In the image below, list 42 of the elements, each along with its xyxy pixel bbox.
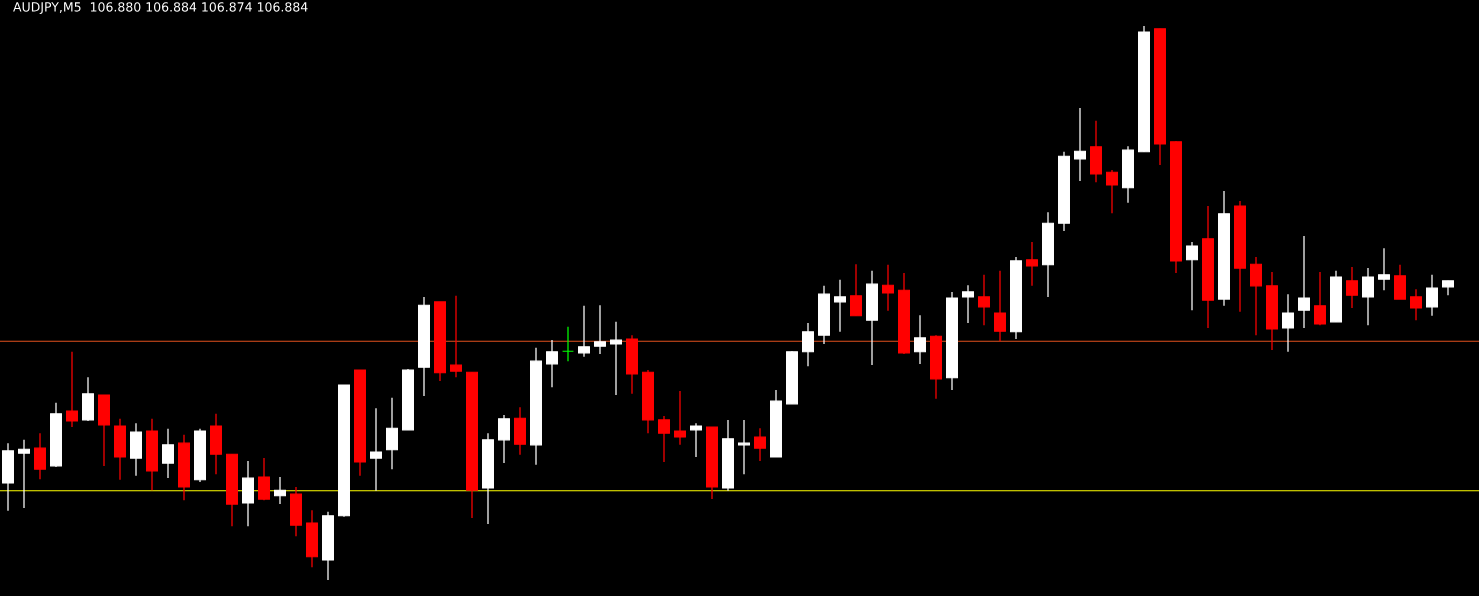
candlestick: [674, 390, 686, 446]
candlestick: [1106, 169, 1118, 214]
candlestick: [18, 439, 30, 509]
candlestick: [562, 326, 574, 362]
candlestick: [1346, 266, 1358, 309]
candlestick: [1362, 267, 1374, 326]
candlestick: [34, 432, 46, 480]
candlestick: [802, 322, 814, 367]
candlestick: [1186, 241, 1198, 311]
candlestick: [850, 263, 862, 317]
candlestick: [658, 415, 670, 463]
candlestick: [594, 304, 606, 355]
candlestick: [1250, 256, 1262, 336]
candlestick: [962, 284, 974, 324]
chart-title: AUDJPY,M5 106.880 106.884 106.874 106.884: [13, 2, 308, 14]
candlestick: [274, 476, 286, 505]
candlestick: [978, 274, 990, 326]
candlestick: [578, 305, 590, 358]
candlestick: [370, 407, 382, 492]
candlestick: [386, 397, 398, 470]
candlestick: [834, 279, 846, 333]
candlestick: [994, 270, 1006, 342]
candlestick: [1378, 247, 1390, 291]
candlestick: [162, 428, 174, 479]
candlestick: [1026, 241, 1038, 287]
candlestick: [754, 427, 766, 462]
candlestick: [1298, 235, 1310, 329]
candlestick: [914, 314, 926, 365]
candlestick: [690, 422, 702, 458]
candlestick: [1394, 264, 1406, 300]
candlestick: [610, 321, 622, 396]
candlestick: [66, 351, 78, 428]
candlestick: [1074, 107, 1086, 182]
candlestick: [498, 414, 510, 464]
candlestick: [1410, 288, 1422, 321]
candlestick: [1282, 293, 1294, 353]
candlestick: [450, 295, 462, 378]
candlestick: [258, 457, 270, 501]
candlestick: [1426, 274, 1438, 317]
candlestick: [546, 339, 558, 388]
candlestick: [1314, 271, 1326, 326]
candlestick: [882, 264, 894, 312]
